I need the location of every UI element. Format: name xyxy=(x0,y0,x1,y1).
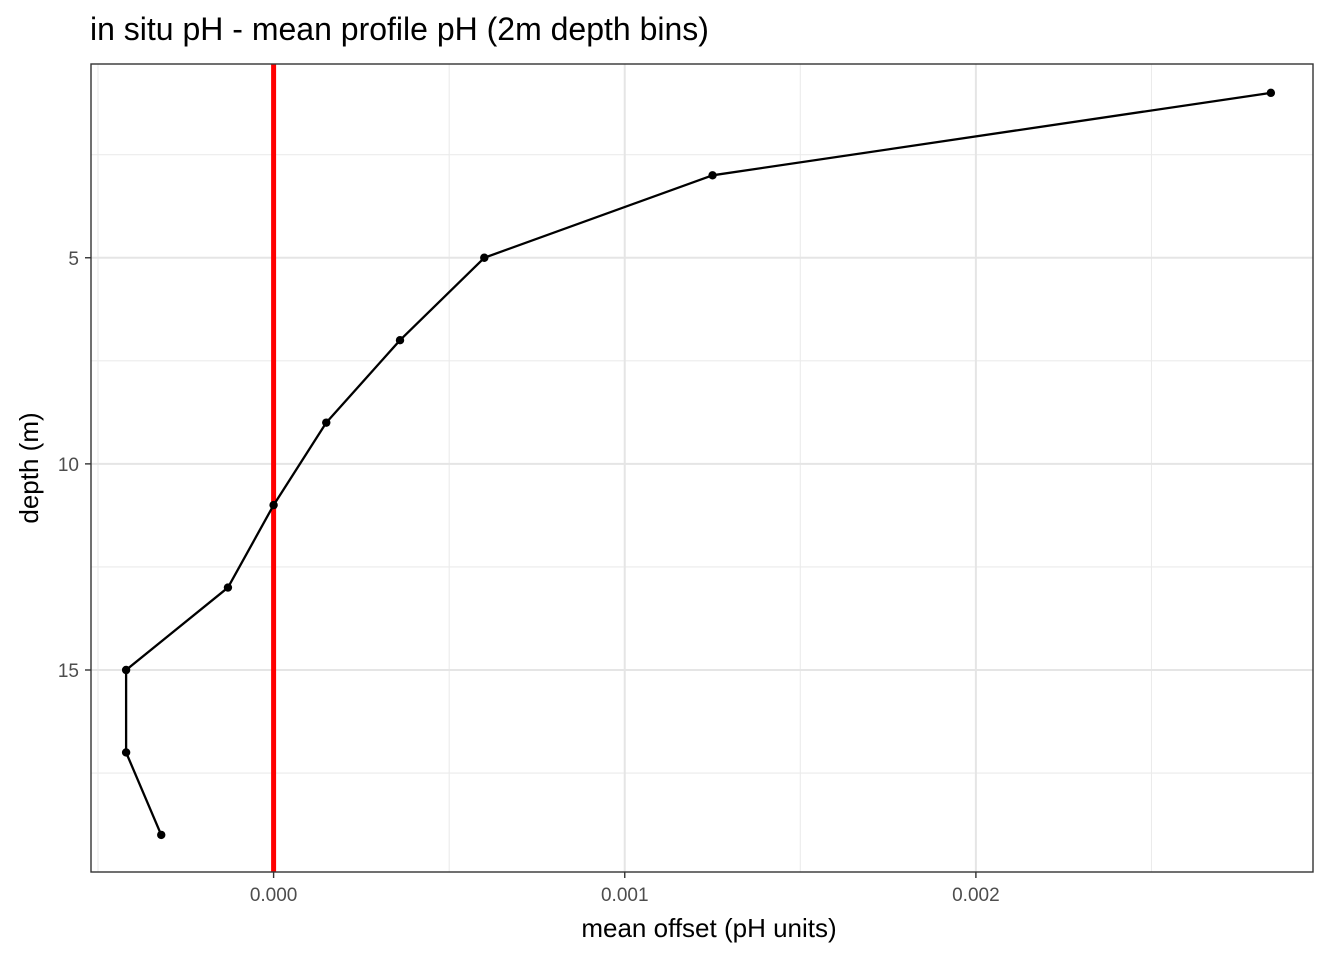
plot-border xyxy=(90,63,1314,873)
data-point xyxy=(1266,88,1276,98)
data-point xyxy=(157,830,166,840)
profile-line xyxy=(124,91,1272,836)
data-point xyxy=(322,418,331,427)
data-point xyxy=(121,665,131,675)
x-axis-ticks: 0.000 0.001 0.002 xyxy=(250,872,1000,906)
profile-points-group xyxy=(121,88,1276,840)
x-tick-label: 0.000 xyxy=(250,885,298,906)
y-tick-label: 10 xyxy=(58,455,79,476)
minor-gridlines xyxy=(91,64,1313,872)
data-point xyxy=(269,500,278,510)
plot-panel xyxy=(91,64,1313,872)
profile-line-group xyxy=(124,91,1272,836)
x-axis-title: mean offset (pH units) xyxy=(581,913,836,943)
chart-title: in situ pH - mean profile pH (2m depth b… xyxy=(90,11,709,47)
y-tick-label: 5 xyxy=(68,249,79,270)
y-axis-ticks: 5 10 15 xyxy=(58,249,91,682)
x-tick-label: 0.001 xyxy=(601,885,649,906)
y-tick-label: 15 xyxy=(58,661,79,682)
x-tick-label: 0.002 xyxy=(952,885,1000,906)
data-point xyxy=(708,171,717,180)
y-axis-title: depth (m) xyxy=(14,412,44,523)
data-point xyxy=(223,583,233,592)
data-point xyxy=(395,336,405,345)
data-point xyxy=(121,748,131,757)
data-point xyxy=(480,253,489,262)
